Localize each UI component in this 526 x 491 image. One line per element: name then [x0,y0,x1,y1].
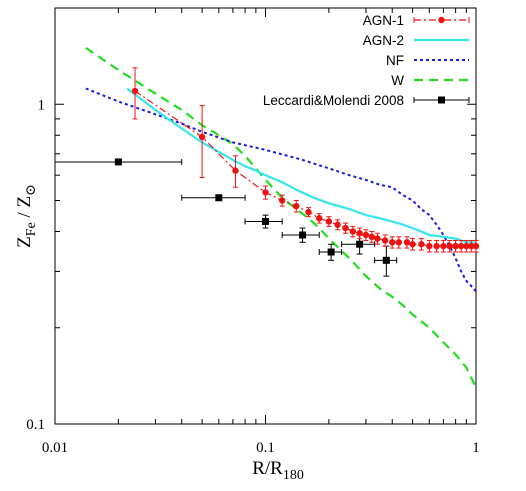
legend-label: AGN-2 [363,33,404,48]
data-point [232,167,239,174]
legend-item: Leccardi&Molendi 2008 [263,93,470,108]
data-point [262,217,269,225]
x-tick-label: 0.1 [256,440,275,456]
series-leccardi-molendi-2008 [54,158,398,277]
data-point [440,242,447,250]
legend-label: Leccardi&Molendi 2008 [263,93,404,108]
series-agn-1 [131,67,480,253]
data-point [356,240,364,248]
data-point [395,239,403,246]
data-point [426,242,433,250]
data-point [131,87,139,95]
legend-label: AGN-1 [363,13,404,28]
data-point [334,221,341,228]
data-point [389,239,396,246]
series-layer [54,46,480,389]
data-point [452,242,459,250]
series-agn-2 [126,87,476,244]
data-point [446,242,453,250]
data-point [316,215,323,222]
legend-item: NF [386,53,469,68]
legend-label: W [391,73,404,88]
data-point [325,218,333,225]
legend-marker [438,96,445,104]
data-point [418,241,425,248]
x-tick-label: 0.01 [42,440,68,456]
data-point [374,235,381,242]
data-point [293,202,300,210]
data-point [409,241,416,248]
data-point [382,256,390,264]
data-point [468,242,475,250]
x-tick-label: 1 [472,440,480,456]
data-point [457,242,465,250]
data-point [403,239,411,246]
data-point [472,242,480,250]
x-axis-label: R/R180 [252,458,304,483]
legend: AGN-1 AGN-2 NF W Leccardi&Molendi 2008 [263,13,470,108]
data-point [327,248,335,256]
data-point [433,242,440,250]
data-point [278,197,286,204]
series-line [126,87,476,244]
data-point [262,189,269,196]
data-point [368,233,376,241]
data-point [299,231,307,239]
data-point [356,230,363,237]
tick-labels: 0.01 0.1 1 0.1 1 [26,97,480,456]
y-tick-label: 0.1 [26,417,45,433]
series-nf [85,87,477,292]
legend-item: W [391,73,469,88]
series-line [85,46,477,389]
y-axis-label: ZFe / Z⊙ [14,184,39,248]
y-tick-label: 1 [38,97,46,113]
legend-marker [438,16,445,24]
series-w [85,46,477,389]
data-point [215,194,223,202]
series-line [85,87,477,292]
data-point [198,133,206,141]
legend-label: NF [386,53,404,68]
legend-item: AGN-2 [363,33,469,48]
data-point [349,228,357,235]
data-point [305,208,312,216]
data-point [463,242,470,250]
data-point [381,237,389,244]
axis-ticks [54,7,476,425]
data-point [342,224,349,232]
legend-item: AGN-1 [363,13,470,28]
data-point [362,231,370,239]
data-point [114,158,122,166]
